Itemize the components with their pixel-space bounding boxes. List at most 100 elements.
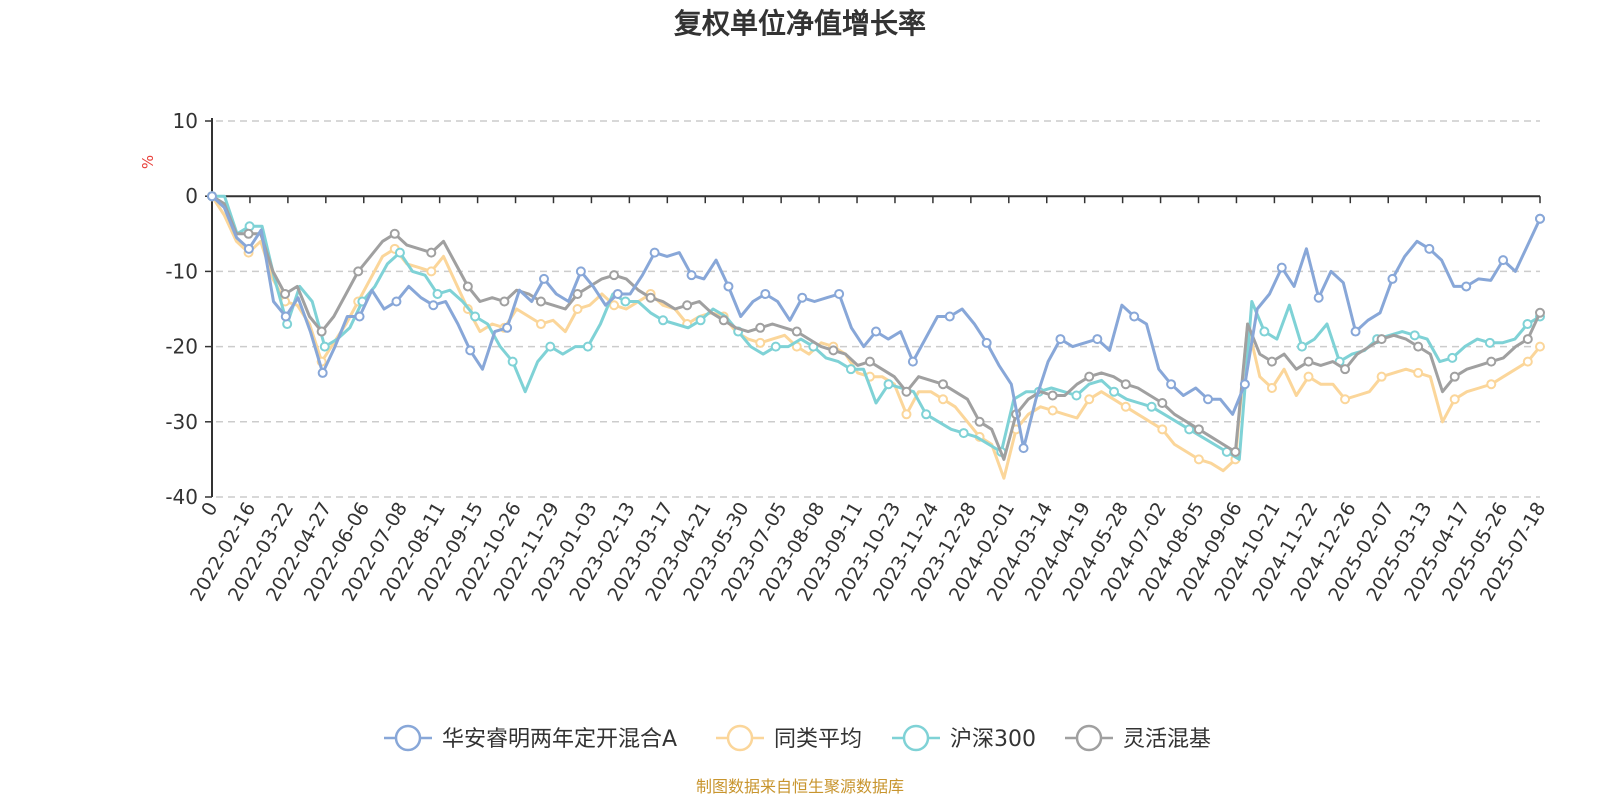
series-point-3 bbox=[572, 288, 583, 299]
series-line-1 bbox=[210, 194, 1542, 480]
legend-marker bbox=[1075, 724, 1103, 752]
series-point-0 bbox=[391, 296, 402, 307]
series-point-1 bbox=[1120, 401, 1131, 412]
series-point-2 bbox=[1409, 330, 1420, 341]
axes bbox=[211, 118, 1540, 497]
series-point-3 bbox=[1522, 334, 1533, 345]
series-point-0 bbox=[1276, 262, 1287, 273]
series-point-0 bbox=[686, 270, 697, 281]
series-point-0 bbox=[428, 300, 439, 311]
series-point-3 bbox=[280, 288, 291, 299]
grid-lines bbox=[216, 120, 1540, 498]
legend-marker bbox=[902, 724, 930, 752]
series-point-3 bbox=[1303, 356, 1314, 367]
legend-item-2[interactable]: 沪深300 bbox=[892, 724, 1036, 752]
legend-item-0[interactable]: 华安睿明两年定开混合A bbox=[384, 724, 677, 752]
series-point-0 bbox=[1203, 394, 1213, 405]
legend-marker bbox=[726, 724, 754, 752]
series-point-0 bbox=[1350, 326, 1361, 337]
series-point-0 bbox=[354, 311, 365, 322]
y-tick-label: 0 bbox=[185, 184, 198, 208]
series-point-3 bbox=[426, 247, 437, 258]
series-point-2 bbox=[883, 379, 894, 390]
series-point-1 bbox=[535, 319, 546, 330]
series-point-0 bbox=[465, 345, 476, 356]
y-tick-label: -20 bbox=[165, 335, 198, 359]
series-point-0 bbox=[280, 311, 291, 322]
series-point-1 bbox=[1340, 394, 1351, 405]
series-point-0 bbox=[243, 243, 254, 254]
series-point-0 bbox=[1092, 334, 1103, 345]
legend-item-1[interactable]: 同类平均 bbox=[716, 724, 862, 752]
series-point-2 bbox=[845, 364, 856, 375]
series-point-1 bbox=[1303, 371, 1314, 382]
series-point-1 bbox=[1157, 424, 1168, 435]
series-point-2 bbox=[1184, 424, 1195, 435]
series-point-2 bbox=[1296, 341, 1307, 352]
series-point-1 bbox=[938, 394, 949, 405]
y-tick-label: -10 bbox=[165, 259, 198, 283]
series-point-2 bbox=[432, 288, 443, 299]
series-point-0 bbox=[317, 367, 328, 378]
series-point-0 bbox=[612, 288, 623, 299]
series-point-1 bbox=[1193, 454, 1204, 465]
series-point-0 bbox=[871, 326, 881, 337]
series-point-3 bbox=[791, 326, 802, 337]
series-point-3 bbox=[1120, 379, 1131, 390]
series-point-0 bbox=[1424, 243, 1435, 254]
series-point-3 bbox=[864, 356, 875, 367]
series-point-2 bbox=[658, 315, 669, 326]
legend-label: 灵活混基 bbox=[1123, 727, 1211, 752]
series-point-0 bbox=[1055, 334, 1066, 345]
series-point-3 bbox=[1340, 364, 1351, 375]
y-tick-label: -30 bbox=[165, 410, 198, 434]
series-point-3 bbox=[462, 281, 473, 292]
series-line-0 bbox=[210, 194, 1542, 450]
series-point-0 bbox=[981, 337, 992, 348]
legend-label: 沪深300 bbox=[950, 727, 1036, 752]
series-point-0 bbox=[502, 322, 513, 333]
series-point-1 bbox=[572, 304, 583, 314]
series-point-2 bbox=[394, 247, 405, 258]
series-point-1 bbox=[1413, 367, 1424, 378]
series-point-3 bbox=[1413, 341, 1424, 352]
legend-item-3[interactable]: 灵活混基 bbox=[1065, 724, 1211, 752]
series-point-0 bbox=[1313, 292, 1324, 303]
series-point-3 bbox=[718, 315, 729, 326]
series-point-2 bbox=[921, 409, 932, 420]
series-point-3 bbox=[938, 379, 949, 390]
series-line-2 bbox=[210, 194, 1542, 461]
series-point-0 bbox=[1498, 255, 1509, 266]
source-note: 制图数据来自恒生聚源数据库 bbox=[696, 777, 904, 796]
x-tick-label: 0 bbox=[197, 499, 222, 520]
series-point-3 bbox=[243, 228, 254, 239]
series-point-0 bbox=[760, 288, 771, 299]
series-point-0 bbox=[1535, 213, 1545, 224]
series-point-3 bbox=[499, 296, 510, 307]
series-point-3 bbox=[828, 345, 839, 356]
legend-label: 华安睿明两年定开混合A bbox=[442, 727, 677, 752]
series-point-3 bbox=[1047, 390, 1058, 401]
series-point-2 bbox=[1484, 337, 1495, 348]
series-point-3 bbox=[755, 322, 766, 333]
series-point-2 bbox=[507, 356, 518, 367]
series-point-0 bbox=[207, 191, 217, 202]
series-point-0 bbox=[1461, 281, 1472, 292]
series-point-2 bbox=[1522, 319, 1533, 330]
legend[interactable]: 华安睿明两年定开混合A 同类平均 沪深300 灵活混基 bbox=[384, 724, 1211, 752]
series-point-0 bbox=[907, 356, 918, 367]
series-point-3 bbox=[1157, 398, 1168, 408]
series-point-3 bbox=[1376, 334, 1387, 345]
series-point-3 bbox=[353, 266, 364, 277]
series-point-1 bbox=[609, 300, 620, 311]
series-point-2 bbox=[582, 341, 593, 352]
series-point-2 bbox=[958, 428, 969, 439]
series-point-1 bbox=[901, 409, 912, 420]
series-point-1 bbox=[1047, 405, 1058, 416]
y-tick-label: 10 bbox=[173, 109, 198, 133]
series-lines bbox=[207, 191, 1545, 480]
series-point-3 bbox=[1266, 356, 1277, 367]
series-point-3 bbox=[901, 386, 912, 397]
series-point-3 bbox=[1449, 371, 1460, 382]
series-point-1 bbox=[1522, 356, 1533, 367]
